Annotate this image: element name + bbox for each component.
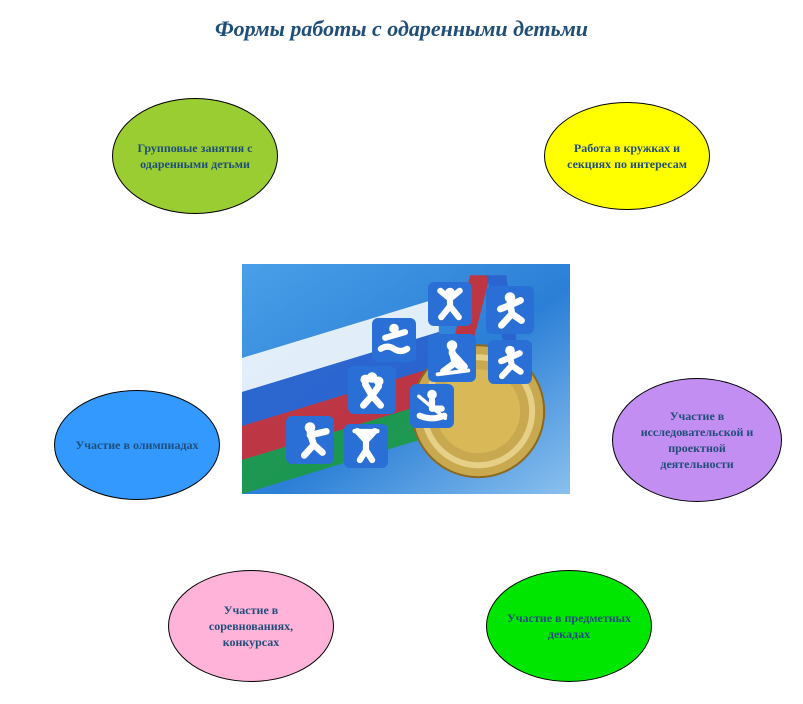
node-label: Участие в олимпиадах <box>75 437 198 453</box>
node-research: Участие в исследовательской и проектной … <box>612 378 782 502</box>
node-label: Участие в соревнованиях, конкурсах <box>187 602 315 651</box>
node-olympiads: Участие в олимпиадах <box>54 390 220 500</box>
center-graphic-svg <box>242 264 570 494</box>
node-group-lessons: Групповые занятия с одаренными детьми <box>112 98 278 214</box>
node-circles: Работа в кружках и секциях по интересам <box>544 102 710 210</box>
node-label: Участие в предметных декадах <box>505 610 633 642</box>
node-label: Работа в кружках и секциях по интересам <box>563 140 691 172</box>
node-decades: Участие в предметных декадах <box>486 570 652 682</box>
node-label: Групповые занятия с одаренными детьми <box>131 140 259 172</box>
center-graphic <box>242 264 570 494</box>
node-competitions: Участие в соревнованиях, конкурсах <box>168 570 334 682</box>
diagram-title: Формы работы с одаренными детьми <box>0 16 803 42</box>
node-label: Участие в исследовательской и проектной … <box>631 408 763 473</box>
